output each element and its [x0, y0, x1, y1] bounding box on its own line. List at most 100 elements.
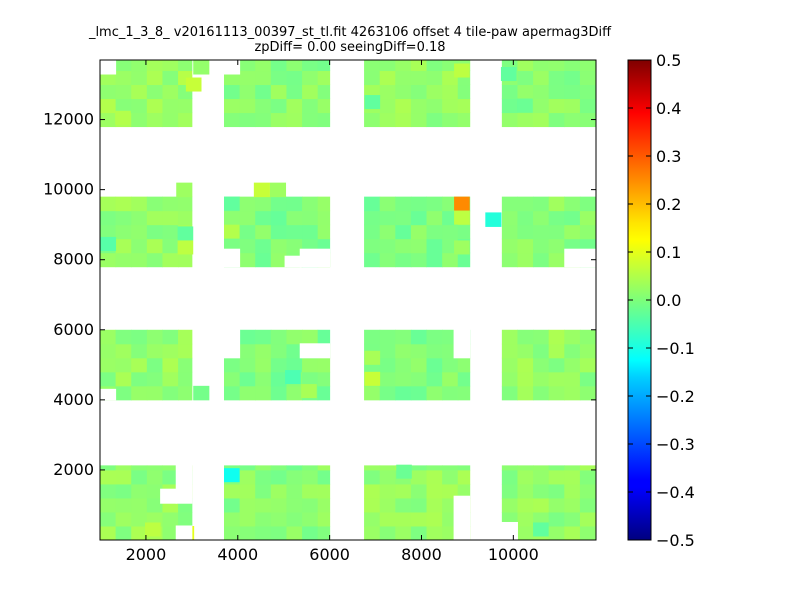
heatmap-cell: [131, 196, 148, 212]
heatmap-cell: [533, 343, 550, 359]
heatmap-cell: [426, 98, 443, 114]
heatmap-cell: [131, 70, 148, 86]
heatmap-cell: [410, 210, 428, 226]
heatmap-cell: [457, 465, 471, 471]
colorbar-tick-label: −0.4: [656, 483, 695, 502]
heatmap-cell: [426, 357, 443, 373]
heatmap-cell: [379, 98, 396, 114]
heatmap-cell: [100, 357, 117, 373]
heatmap-hole: [175, 525, 193, 540]
heatmap-cell: [146, 483, 163, 499]
heatmap-cell: [286, 70, 303, 86]
heatmap-cell: [564, 210, 581, 226]
heatmap-cell: [548, 70, 565, 86]
heatmap-cell: [239, 329, 256, 345]
heatmap-cell: [115, 465, 132, 471]
heatmap-cell: [517, 252, 534, 268]
heatmap-cell: [548, 525, 565, 540]
heatmap-cell: [270, 112, 287, 128]
heatmap-cell: [579, 210, 596, 226]
heatmap-cell: [395, 224, 412, 240]
heatmap-cell: [410, 357, 428, 373]
heatmap-cell: [224, 483, 241, 499]
heatmap-cell: [517, 329, 534, 345]
heatmap-cell: [501, 357, 518, 373]
heatmap-cell: [162, 238, 179, 254]
heatmap-cell: [533, 371, 550, 387]
heatmap-cell: [579, 497, 596, 513]
heatmap-cell: [131, 252, 148, 268]
heatmap-cell: [533, 196, 550, 212]
heatmap-cell: [426, 252, 443, 268]
heatmap-cell: [317, 497, 331, 513]
heatmap-cell: [517, 224, 534, 240]
heatmap-cell: [364, 469, 381, 485]
heatmap-cell: [239, 196, 256, 212]
heatmap-cell: [193, 60, 210, 75]
heatmap-cell: [302, 98, 319, 114]
heatmap-cell: [255, 511, 272, 527]
heatmap-holes: [100, 60, 596, 540]
heatmap-cell: [178, 385, 193, 401]
chart-title: _lmc_1_3_8_ v20161113_00397_st_tl.fit 42…: [88, 25, 612, 40]
heatmap-hole: [284, 255, 302, 268]
heatmap-cell: [178, 511, 193, 527]
heatmap-cell: [286, 469, 303, 485]
heatmap-cell: [317, 224, 331, 240]
heatmap-cell: [442, 465, 459, 471]
heatmap-cell: [410, 497, 428, 513]
heatmap-cell: [162, 98, 179, 114]
heatmap-cell: [564, 357, 581, 373]
heatmap-cell: [442, 357, 459, 373]
x-tick-label: 8000: [401, 545, 442, 564]
heatmap-cell: [501, 60, 518, 72]
heatmap-cell: [317, 371, 331, 387]
chart-subtitle: zpDiff= 0.00 seeingDiff=0.18: [254, 40, 446, 55]
heatmap-cell: [548, 371, 565, 387]
heatmap-cell-notable: [396, 464, 412, 479]
heatmap-cell: [379, 385, 396, 401]
heatmap-cell: [255, 497, 272, 513]
heatmap-cell: [131, 210, 148, 226]
heatmap-cell: [533, 357, 550, 373]
colorbar-tick-label: 0.3: [656, 147, 681, 166]
heatmap-cell: [317, 98, 331, 114]
heatmap-cell: [224, 465, 241, 471]
heatmap-cell: [162, 371, 179, 387]
heatmap-cell: [162, 525, 179, 540]
heatmap-cell: [162, 60, 179, 72]
heatmap-cell: [517, 357, 534, 373]
heatmap-cell: [457, 224, 471, 240]
heatmap-cell: [270, 385, 287, 401]
heatmap-cell: [533, 70, 550, 86]
heatmap-cell: [255, 196, 272, 212]
heatmap-cell: [270, 196, 287, 212]
heatmap-hole: [223, 329, 241, 359]
heatmap-cell: [533, 224, 550, 240]
colorbar-tick-label: −0.5: [656, 531, 695, 550]
heatmap-cell: [564, 385, 581, 401]
heatmap-hole: [299, 343, 331, 359]
heatmap-cell: [131, 329, 148, 345]
heatmap-cells: [100, 60, 596, 540]
heatmap-cell: [317, 483, 331, 499]
heatmap-cell: [579, 196, 596, 212]
heatmap-cell: [162, 84, 179, 100]
heatmap-cell: [379, 252, 396, 268]
heatmap-cell: [564, 371, 581, 387]
heatmap-cell: [270, 343, 287, 359]
heatmap-cell: [564, 112, 581, 128]
heatmap-cell: [302, 371, 319, 387]
heatmap-cell-notable: [285, 370, 301, 385]
heatmap-hole: [501, 521, 518, 540]
heatmap-cell: [442, 224, 459, 240]
heatmap-cell: [395, 112, 412, 128]
heatmap-cell: [548, 252, 565, 268]
heatmap-cell: [517, 371, 534, 387]
heatmap-cell: [579, 483, 596, 499]
heatmap-cell: [286, 84, 303, 100]
heatmap-cell: [442, 112, 459, 128]
heatmap-cell-notable: [454, 63, 470, 78]
heatmap-cell: [255, 238, 272, 254]
heatmap-cell: [131, 343, 148, 359]
